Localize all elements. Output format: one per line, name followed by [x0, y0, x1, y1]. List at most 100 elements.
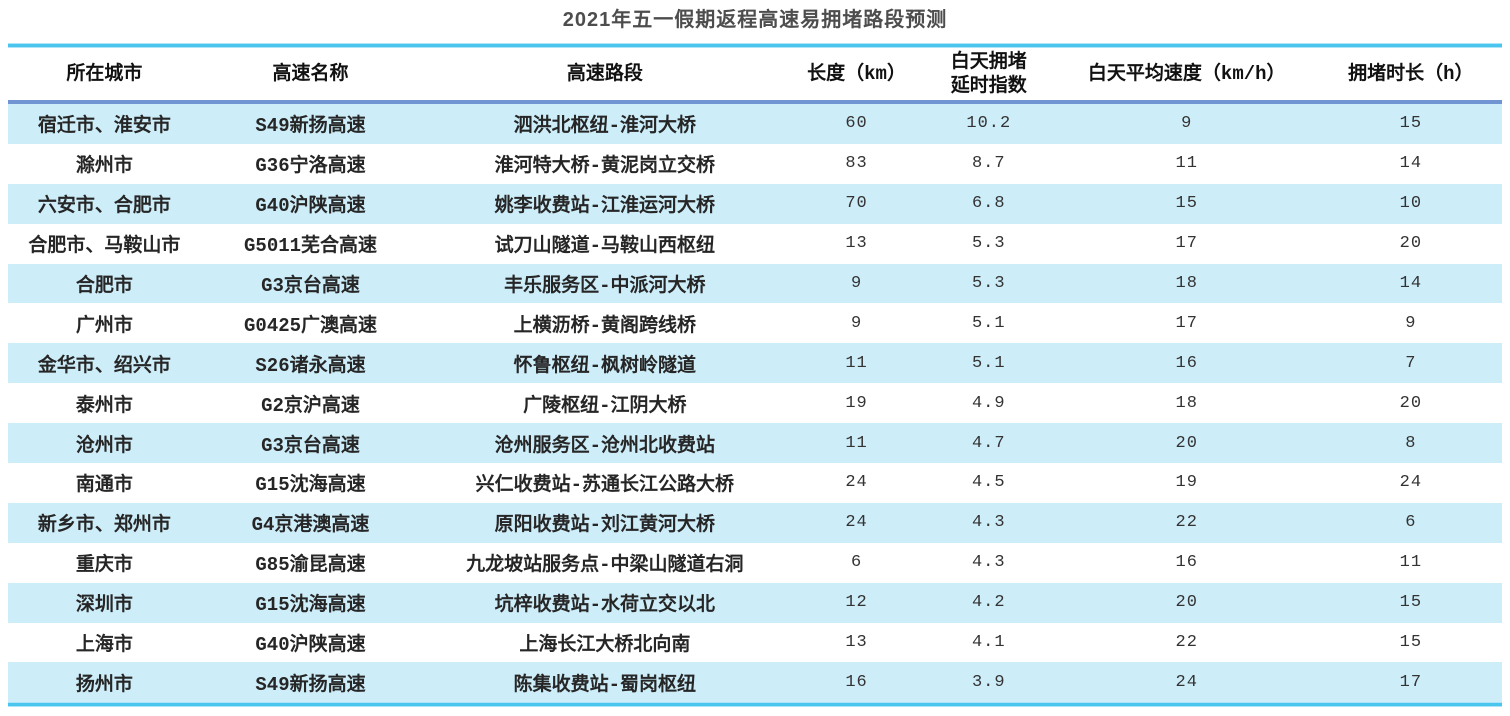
cell-city: 宿迁市、淮安市	[8, 102, 201, 144]
cell-delay-index: 5.1	[923, 343, 1054, 384]
cell-length: 6	[789, 542, 924, 583]
cell-length: 83	[789, 143, 924, 184]
cell-duration: 14	[1319, 143, 1502, 184]
cell-length: 11	[789, 343, 924, 384]
table-row: 泰州市 G2京沪高速 广陵枢纽-江阴大桥 19 4.9 18 20	[8, 383, 1502, 424]
cell-delay-index: 4.5	[923, 463, 1054, 503]
cell-avg-speed: 24	[1053, 662, 1320, 703]
cell-delay-index: 4.7	[923, 423, 1054, 464]
table-row: 深圳市 G15沈海高速 坑梓收费站-水荷立交以北 12 4.2 20 15	[8, 582, 1502, 623]
cell-length: 70	[789, 183, 924, 224]
cell-highway-name: G15沈海高速	[200, 463, 421, 503]
cell-delay-index: 6.8	[923, 183, 1054, 224]
cell-section: 陈集收费站-蜀岗枢纽	[420, 662, 790, 703]
cell-city: 合肥市、马鞍山市	[8, 223, 201, 264]
col-header-duration: 拥堵时长（h）	[1319, 48, 1502, 104]
cell-delay-index: 4.9	[923, 383, 1054, 424]
cell-highway-name: G3京台高速	[200, 423, 421, 464]
cell-avg-speed: 18	[1053, 263, 1320, 304]
cell-duration: 6	[1319, 502, 1502, 543]
cell-length: 19	[789, 383, 924, 424]
cell-avg-speed: 20	[1053, 582, 1320, 623]
cell-avg-speed: 16	[1053, 542, 1320, 583]
cell-length: 13	[789, 223, 924, 264]
cell-section: 上横沥桥-黄阁跨线桥	[420, 303, 790, 344]
cell-duration: 8	[1319, 423, 1502, 464]
cell-highway-name: G15沈海高速	[200, 582, 421, 623]
col-header-delay-index-line2: 延时指数	[950, 75, 1027, 97]
cell-length: 12	[789, 582, 924, 623]
table-row: 新乡市、郑州市 G4京港澳高速 原阳收费站-刘江黄河大桥 24 4.3 22 6	[8, 502, 1502, 543]
cell-delay-index: 5.3	[923, 223, 1054, 264]
cell-delay-index: 4.1	[923, 622, 1054, 663]
cell-delay-index: 8.7	[923, 143, 1054, 184]
table-row: 重庆市 G85渝昆高速 九龙坡站服务点-中梁山隧道右洞 6 4.3 16 11	[8, 542, 1502, 583]
cell-section: 姚李收费站-江淮运河大桥	[420, 183, 790, 224]
cell-delay-index: 5.1	[923, 303, 1054, 344]
cell-delay-index: 4.3	[923, 542, 1054, 583]
cell-avg-speed: 22	[1053, 622, 1320, 663]
table-row: 六安市、合肥市 G40沪陕高速 姚李收费站-江淮运河大桥 70 6.8 15 1…	[8, 183, 1502, 224]
cell-city: 滁州市	[8, 143, 201, 184]
cell-highway-name: G3京台高速	[200, 263, 421, 304]
cell-length: 24	[789, 463, 924, 503]
cell-duration: 15	[1319, 622, 1502, 663]
cell-duration: 14	[1319, 263, 1502, 304]
cell-avg-speed: 16	[1053, 343, 1320, 384]
cell-city: 扬州市	[8, 662, 201, 703]
table-row: 合肥市 G3京台高速 丰乐服务区-中派河大桥 9 5.3 18 14	[8, 263, 1502, 304]
cell-highway-name: S26诸永高速	[200, 343, 421, 384]
cell-duration: 20	[1319, 383, 1502, 424]
col-header-length: 长度（km）	[789, 48, 924, 104]
cell-length: 60	[789, 102, 924, 144]
header-row: 所在城市 高速名称 高速路段 长度（km） 白天拥堵 延时指数 白天平均速度（k…	[8, 48, 1502, 104]
cell-section: 丰乐服务区-中派河大桥	[420, 263, 790, 304]
cell-section: 上海长江大桥北向南	[420, 622, 790, 663]
table-row: 南通市 G15沈海高速 兴仁收费站-苏通长江公路大桥 24 4.5 19 24	[8, 463, 1502, 503]
cell-length: 9	[789, 263, 924, 304]
cell-section: 广陵枢纽-江阴大桥	[420, 383, 790, 424]
cell-duration: 15	[1319, 582, 1502, 623]
cell-delay-index: 5.3	[923, 263, 1054, 304]
cell-length: 13	[789, 622, 924, 663]
cell-section: 试刀山隧道-马鞍山西枢纽	[420, 223, 790, 264]
cell-section: 怀鲁枢纽-枫树岭隧道	[420, 343, 790, 384]
table-row: 宿迁市、淮安市 S49新扬高速 泗洪北枢纽-淮河大桥 60 10.2 9 15	[8, 102, 1502, 144]
cell-length: 11	[789, 423, 924, 464]
cell-highway-name: G36宁洛高速	[200, 143, 421, 184]
table-row: 广州市 G0425广澳高速 上横沥桥-黄阁跨线桥 9 5.1 17 9	[8, 303, 1502, 344]
cell-highway-name: G0425广澳高速	[200, 303, 421, 344]
table-row: 金华市、绍兴市 S26诸永高速 怀鲁枢纽-枫树岭隧道 11 5.1 16 7	[8, 343, 1502, 384]
cell-duration: 17	[1319, 662, 1502, 703]
cell-city: 泰州市	[8, 383, 201, 424]
cell-city: 广州市	[8, 303, 201, 344]
cell-section: 原阳收费站-刘江黄河大桥	[420, 502, 790, 543]
table-row: 合肥市、马鞍山市 G5011芜合高速 试刀山隧道-马鞍山西枢纽 13 5.3 1…	[8, 223, 1502, 264]
cell-avg-speed: 11	[1053, 143, 1320, 184]
cell-section: 坑梓收费站-水荷立交以北	[420, 582, 790, 623]
cell-highway-name: G40沪陕高速	[200, 622, 421, 663]
cell-avg-speed: 9	[1053, 102, 1320, 144]
cell-duration: 9	[1319, 303, 1502, 344]
cell-city: 南通市	[8, 463, 201, 503]
cell-delay-index: 10.2	[923, 102, 1054, 144]
cell-avg-speed: 17	[1053, 223, 1320, 264]
cell-section: 泗洪北枢纽-淮河大桥	[420, 102, 790, 144]
cell-highway-name: S49新扬高速	[200, 102, 421, 144]
cell-highway-name: S49新扬高速	[200, 662, 421, 703]
table-row: 扬州市 S49新扬高速 陈集收费站-蜀岗枢纽 16 3.9 24 17	[8, 662, 1502, 703]
cell-delay-index: 3.9	[923, 662, 1054, 703]
cell-city: 沧州市	[8, 423, 201, 464]
cell-section: 兴仁收费站-苏通长江公路大桥	[420, 463, 790, 503]
col-header-avg-speed: 白天平均速度（km/h）	[1053, 48, 1320, 104]
cell-duration: 20	[1319, 223, 1502, 264]
cell-city: 新乡市、郑州市	[8, 502, 201, 543]
cell-duration: 11	[1319, 542, 1502, 583]
cell-city: 合肥市	[8, 263, 201, 304]
cell-length: 24	[789, 502, 924, 543]
cell-delay-index: 4.2	[923, 582, 1054, 623]
cell-section: 九龙坡站服务点-中梁山隧道右洞	[420, 542, 790, 583]
cell-length: 16	[789, 662, 924, 703]
cell-highway-name: G40沪陕高速	[200, 183, 421, 224]
cell-highway-name: G85渝昆高速	[200, 542, 421, 583]
